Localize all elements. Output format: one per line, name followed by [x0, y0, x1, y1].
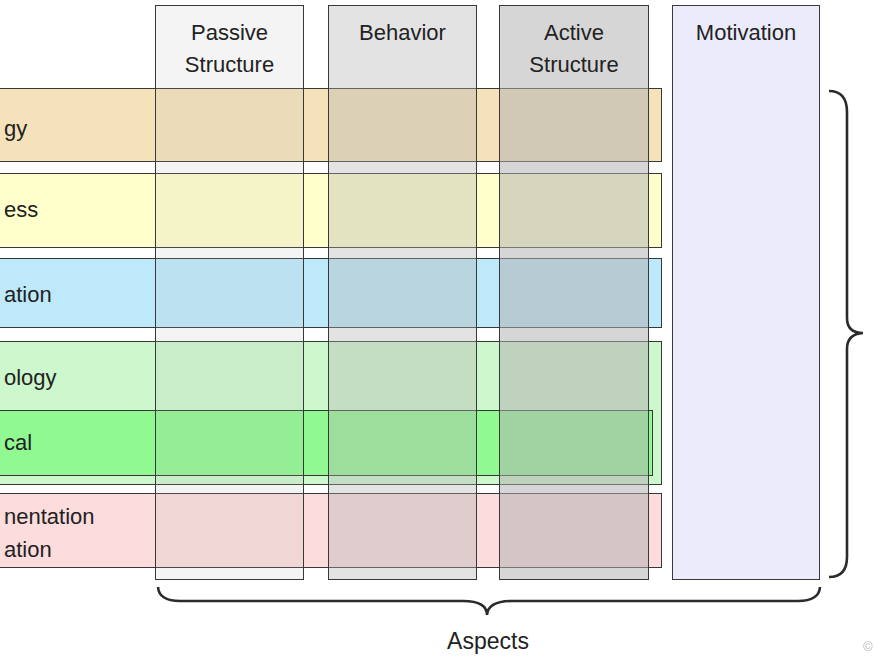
layer-label-application: ation — [4, 282, 52, 308]
column-header-line: Active — [500, 17, 648, 49]
layer-label-physical: cal — [4, 430, 32, 456]
column-header-passive-structure: Passive Structure — [156, 6, 303, 81]
layer-label-strategy: gy — [4, 116, 27, 142]
layer-label-technology: ology — [4, 365, 57, 391]
aspect-column-active-structure: Active Structure — [499, 5, 649, 580]
layer-label-business: ess — [4, 197, 38, 223]
column-header-active-structure: Active Structure — [500, 6, 648, 81]
aspects-group-label: Aspects — [388, 628, 588, 655]
layers-right-curly-brace — [829, 91, 863, 577]
column-header-motivation: Motivation — [673, 6, 819, 49]
column-header-line: Motivation — [673, 17, 819, 49]
archimate-framework-diagram: gy ess ation ology cal nentation ation P… — [0, 0, 880, 660]
column-header-behavior: Behavior — [329, 6, 476, 49]
aspect-column-behavior: Behavior — [328, 5, 477, 580]
aspects-bottom-curly-brace — [158, 587, 820, 615]
column-header-line: Structure — [500, 49, 648, 81]
copyright-mark: © — [863, 639, 873, 654]
column-header-line: Behavior — [329, 17, 476, 49]
layer-label-implementation-line1: nentation — [4, 504, 95, 530]
column-header-line: Passive — [156, 17, 303, 49]
aspect-column-motivation: Motivation — [672, 5, 820, 580]
layer-label-implementation-line2: ation — [4, 537, 52, 563]
column-header-line: Structure — [156, 49, 303, 81]
aspect-column-passive-structure: Passive Structure — [155, 5, 304, 580]
